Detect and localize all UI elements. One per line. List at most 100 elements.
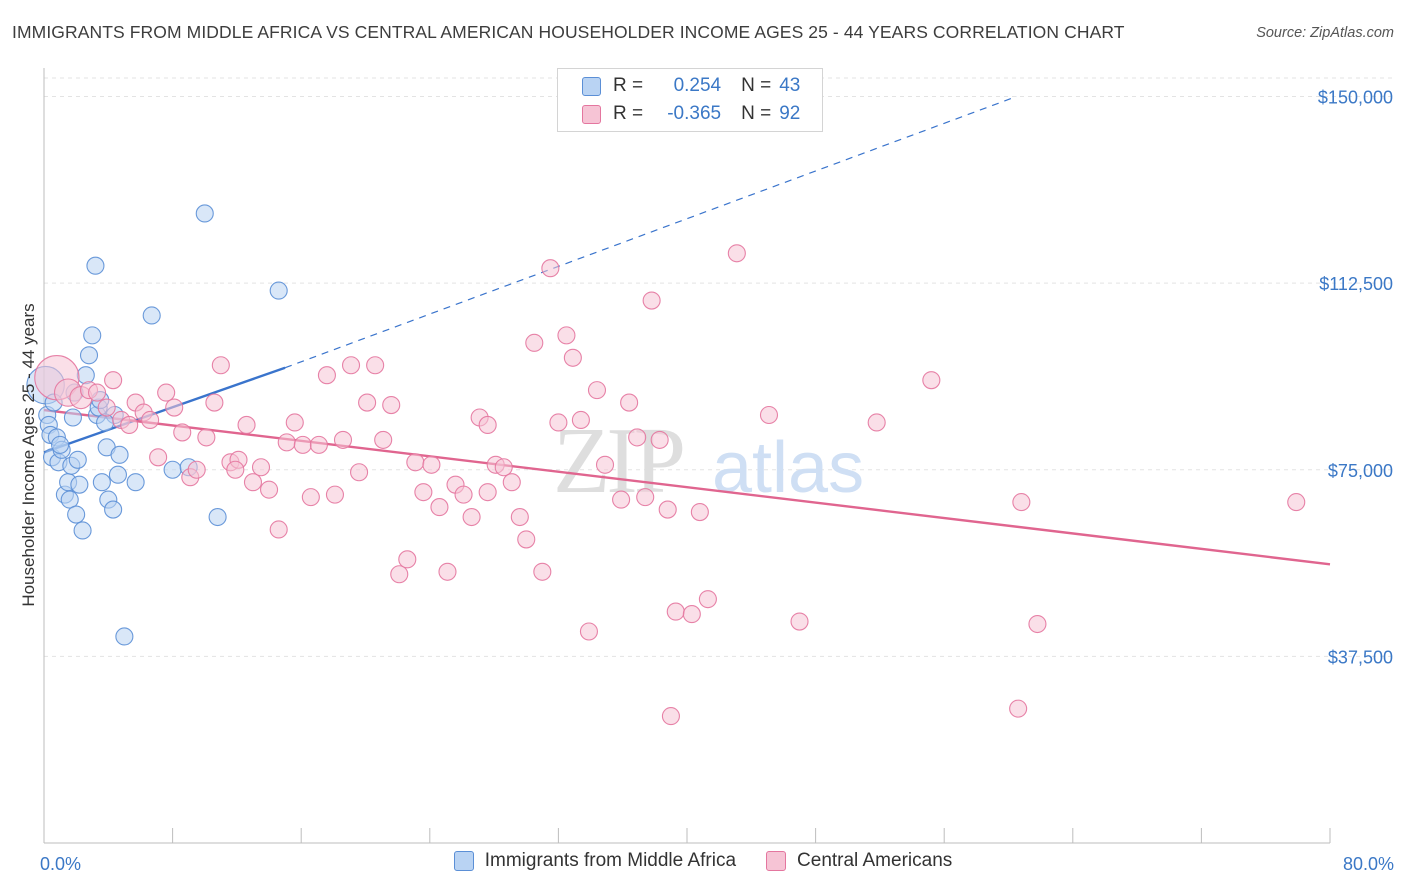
- data-point-blue: [269, 281, 288, 300]
- chart-legend: Immigrants from Middle Africa Central Am…: [0, 850, 1406, 872]
- tick-labels: $37,500 $75,000 $112,500 $150,000 0.0% 80.0% H…: [19, 88, 1394, 875]
- data-point-pink: [141, 410, 160, 430]
- data-point-pink: [541, 259, 560, 278]
- data-point-pink: [341, 356, 361, 375]
- data-point-pink: [277, 433, 296, 452]
- data-point-pink: [690, 503, 709, 522]
- y-axis-label: Householder Income Ages 25 - 44 years: [19, 303, 38, 606]
- stats-r-value: 0.254: [673, 75, 722, 96]
- data-point-pink: [325, 485, 345, 504]
- data-point-pink: [269, 520, 288, 539]
- data-point-pink: [579, 622, 598, 641]
- legend-swatch-pink: [766, 851, 787, 871]
- data-point-pink: [1028, 614, 1047, 634]
- data-point-blue: [108, 465, 127, 484]
- data-point-blue: [70, 475, 89, 494]
- data-point-pink: [628, 428, 647, 447]
- stats-n-value: 43: [779, 75, 801, 96]
- data-point-pink: [727, 244, 746, 263]
- data-point-pink: [620, 393, 639, 412]
- data-point-pink: [285, 413, 304, 432]
- data-point-pink: [243, 473, 263, 492]
- data-point-blue: [208, 507, 227, 527]
- data-point-blue: [83, 326, 102, 345]
- data-point-pink: [205, 393, 224, 412]
- data-point-blue: [73, 521, 92, 540]
- data-point-pink: [398, 550, 417, 569]
- data-point-pink: [422, 455, 441, 474]
- data-point-pink: [557, 326, 576, 345]
- data-point-pink: [149, 448, 168, 467]
- data-point-blue: [63, 408, 82, 427]
- data-point-pink: [1287, 493, 1306, 512]
- data-point-pink: [211, 356, 230, 375]
- data-point-blue: [79, 346, 99, 365]
- data-point-pink: [97, 398, 116, 417]
- data-point-blue: [92, 473, 111, 492]
- stats-r-value: -0.365: [667, 103, 722, 124]
- data-point-blue: [60, 490, 79, 509]
- stats-box: R = 0.254 N = 43 R = -0.365 N = 92: [557, 68, 823, 132]
- data-point-pink: [414, 483, 433, 502]
- y-tick-label: $37,500: [1328, 647, 1393, 667]
- y-tick-label: $112,500: [1319, 274, 1393, 294]
- data-point-pink: [251, 458, 271, 477]
- data-point-pink: [563, 348, 582, 367]
- legend-item-central-americans[interactable]: Central Americans: [766, 850, 952, 872]
- data-point-pink: [587, 381, 607, 400]
- source-credit: Source: ZipAtlas.com: [1256, 25, 1394, 41]
- watermark-atlas: atlas: [712, 428, 864, 508]
- data-point-pink: [333, 430, 353, 449]
- data-point-blue: [86, 256, 105, 275]
- y-tick-label: $75,000: [1328, 461, 1393, 481]
- data-point-pink: [366, 356, 385, 375]
- data-point-pink: [759, 405, 779, 425]
- data-point-blue: [96, 413, 115, 432]
- data-point-pink: [173, 423, 192, 442]
- data-point-pink: [478, 415, 497, 435]
- stats-n-value: 92: [779, 103, 801, 124]
- x-tick-label: 80.0%: [1343, 854, 1394, 874]
- data-point-pink: [237, 415, 256, 435]
- data-point-pink: [157, 383, 176, 402]
- data-point-pink: [350, 463, 369, 482]
- data-point-blue: [115, 627, 134, 646]
- data-point-pink: [259, 480, 279, 499]
- data-point-pink: [317, 366, 336, 385]
- data-point-pink: [301, 488, 320, 507]
- data-point-pink: [462, 507, 481, 527]
- data-point-blue: [51, 435, 70, 454]
- stats-swatch-blue: [582, 76, 601, 96]
- data-point-pink: [517, 530, 536, 549]
- data-point-pink: [87, 383, 107, 402]
- data-point-pink: [1012, 493, 1031, 512]
- data-point-pink: [533, 562, 552, 581]
- trend-line-extension-blue: [284, 95, 1017, 369]
- data-point-pink: [661, 707, 680, 726]
- data-point-blue: [163, 460, 182, 479]
- data-point-pink: [454, 485, 473, 504]
- data-point-pink: [698, 590, 717, 609]
- legend-label: Central Americans: [797, 850, 953, 871]
- legend-item-middle-africa[interactable]: Immigrants from Middle Africa: [453, 850, 736, 872]
- data-point-blue: [67, 505, 86, 524]
- data-point-pink: [358, 393, 377, 412]
- data-point-pink: [636, 488, 655, 507]
- data-point-pink: [666, 602, 685, 621]
- data-point-pink: [790, 612, 809, 631]
- data-point-pink: [309, 435, 328, 454]
- data-point-blue: [142, 306, 161, 325]
- data-point-pink: [595, 455, 615, 474]
- data-point-pink: [922, 371, 941, 390]
- stats-swatch-pink: [582, 104, 601, 124]
- stats-r-label: R =: [613, 75, 644, 96]
- trend-lines: [43, 95, 1331, 566]
- data-point-pink: [642, 291, 661, 310]
- data-point-pink: [382, 396, 401, 415]
- legend-swatch-blue: [453, 851, 474, 871]
- data-point-pink: [525, 333, 544, 352]
- data-point-pink: [406, 453, 425, 472]
- stats-r-label: R =: [613, 103, 644, 124]
- data-point-blue: [126, 473, 145, 492]
